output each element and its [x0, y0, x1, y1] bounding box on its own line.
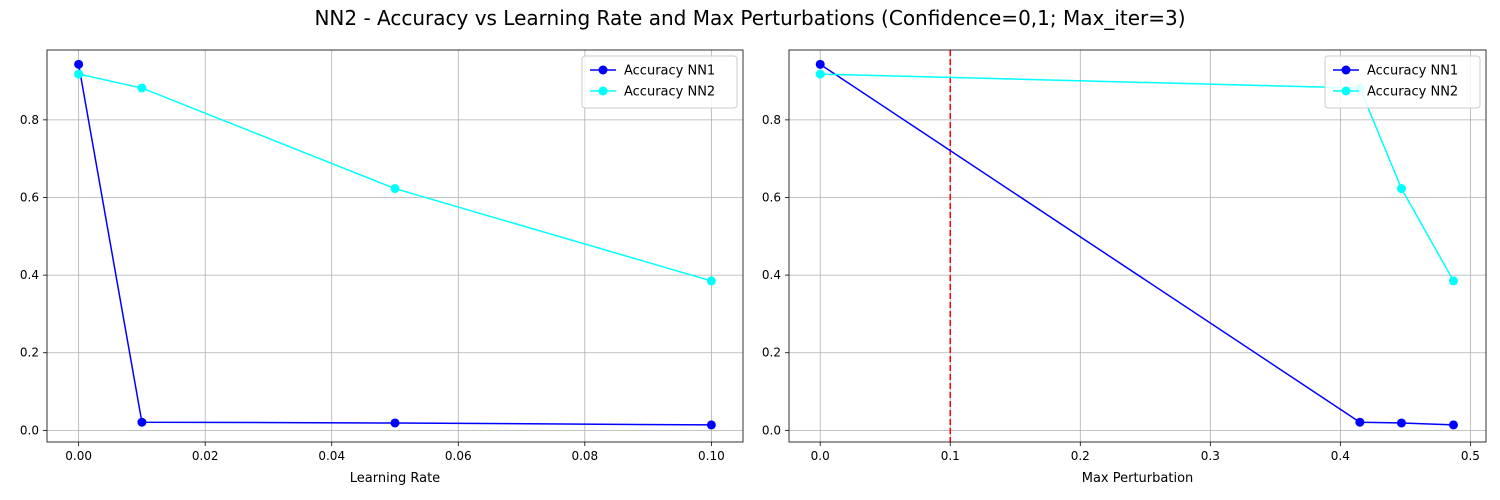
legend-label: Accuracy NN2	[624, 85, 715, 100]
x-tick-label: 0.4	[1331, 449, 1350, 463]
axes-frame	[788, 49, 1487, 443]
data-point	[74, 59, 84, 69]
data-point	[1355, 417, 1365, 427]
x-tick-label: 0.08	[571, 449, 598, 463]
y-tick-label: 0.6	[20, 190, 39, 204]
x-tick-label: 0.3	[1201, 449, 1220, 463]
series-line-1	[77, 64, 712, 426]
legend-label: Accuracy NN2	[1367, 85, 1458, 100]
chart-max-perturbation: 0.0 0.1 0.2 0.3 0.4 0.5 0.0 0.2 0.4 0.6 0.8 Max Per…	[762, 49, 1487, 486]
y-tick-label: 0.4	[762, 268, 781, 282]
x-tick-label: 0.10	[698, 449, 725, 463]
x-tick-label: 0.02	[192, 449, 219, 463]
data-point	[1396, 184, 1406, 194]
legend-marker	[598, 65, 608, 75]
y-tick-label: 0.8	[20, 113, 39, 127]
legend-box	[1324, 55, 1481, 109]
data-point	[137, 417, 147, 427]
legend-marker	[1341, 86, 1351, 96]
data-point	[706, 420, 716, 430]
legend-marker	[598, 86, 608, 96]
y-tick-label: 0.8	[762, 113, 781, 127]
data-point	[815, 59, 825, 69]
y-tick-label: 0.2	[762, 346, 781, 360]
x-tick-label: 0.1	[941, 449, 960, 463]
data-point	[137, 83, 147, 93]
y-tick-label: 0.6	[762, 190, 781, 204]
series-line-2	[820, 73, 1455, 282]
data-point	[1448, 276, 1458, 286]
y-tick-label: 0.0	[20, 423, 39, 437]
y-tick-label: 0.4	[20, 268, 39, 282]
x-tick-label: 0.0	[811, 449, 830, 463]
series-line-1	[819, 63, 1454, 426]
data-point	[1396, 418, 1406, 428]
y-tick-label: 0.2	[20, 346, 39, 360]
x-tick-label: 0.00	[65, 449, 92, 463]
x-tick-label: 0.04	[318, 449, 345, 463]
x-tick-label: 0.2	[1071, 449, 1090, 463]
chart-learning-rate: 0.00 0.02 0.04 0.06 0.08 0.10 0.0 0.2 0.4 0.6 0.8 L…	[20, 49, 744, 486]
legend-label: Accuracy NN1	[1367, 64, 1458, 79]
data-point	[815, 69, 825, 79]
y-tick-label: 0.0	[762, 423, 781, 437]
data-point	[390, 184, 400, 194]
data-point	[1448, 420, 1458, 430]
data-point	[74, 69, 84, 79]
x-tick-label: 0.06	[445, 449, 472, 463]
x-tick-label: 0.5	[1461, 449, 1480, 463]
series-line-2	[78, 73, 712, 282]
legend-marker	[1341, 65, 1351, 75]
legend-label: Accuracy NN1	[624, 64, 715, 79]
x-axis-label: Max Perturbation	[1082, 471, 1194, 486]
data-point	[390, 418, 400, 428]
legend-box	[581, 55, 738, 109]
figure-title: NN2 - Accuracy vs Learning Rate and Max …	[314, 6, 1185, 30]
data-point	[706, 276, 716, 286]
x-axis-label: Learning Rate	[350, 471, 440, 486]
axes-frame	[46, 49, 744, 443]
